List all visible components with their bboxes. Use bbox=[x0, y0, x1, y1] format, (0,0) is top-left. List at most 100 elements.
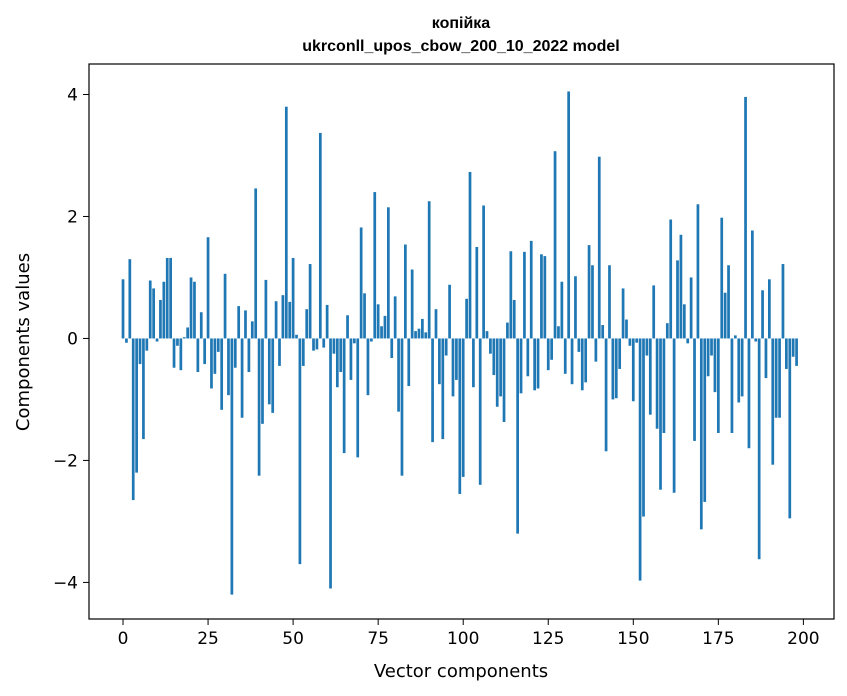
bar-43 bbox=[267, 338, 271, 405]
bar-20 bbox=[189, 277, 193, 339]
bar-53 bbox=[301, 338, 305, 366]
x-axis-label: Vector components bbox=[374, 661, 548, 682]
bar-132 bbox=[570, 338, 574, 385]
x-tick-label: 0 bbox=[118, 629, 129, 649]
bar-193 bbox=[778, 338, 781, 418]
bar-108 bbox=[489, 338, 492, 354]
bar-51 bbox=[295, 334, 298, 339]
bar-68 bbox=[352, 338, 356, 344]
bar-110 bbox=[495, 338, 499, 407]
bar-98 bbox=[455, 338, 458, 380]
bar-106 bbox=[482, 205, 485, 339]
bar-9 bbox=[152, 288, 155, 339]
bar-27 bbox=[213, 338, 217, 374]
bar-75 bbox=[376, 304, 380, 339]
bar-128 bbox=[557, 326, 560, 339]
bar-115 bbox=[512, 300, 516, 339]
bar-114 bbox=[509, 251, 513, 339]
bar-103 bbox=[472, 338, 475, 388]
bar-163 bbox=[676, 260, 679, 339]
bar-44 bbox=[271, 338, 275, 413]
bar-190 bbox=[768, 279, 771, 339]
bar-111 bbox=[499, 338, 502, 397]
bar-165 bbox=[682, 304, 686, 339]
bar-166 bbox=[686, 338, 690, 344]
x-tick-label: 50 bbox=[282, 629, 304, 649]
bar-157 bbox=[655, 338, 659, 429]
bar-116 bbox=[516, 338, 519, 534]
bar-146 bbox=[618, 338, 622, 369]
y-tick-label: −4 bbox=[53, 573, 78, 593]
x-axis-ticks: 0 25 50 75 100 125 150 175 200 bbox=[118, 619, 820, 649]
bar-16 bbox=[176, 338, 179, 346]
bar-147 bbox=[621, 288, 625, 339]
bar-83 bbox=[404, 244, 407, 339]
bar-86 bbox=[414, 331, 417, 339]
bar-167 bbox=[689, 277, 693, 339]
bar-37 bbox=[247, 338, 251, 372]
bar-123 bbox=[540, 254, 543, 339]
bar-127 bbox=[553, 151, 557, 339]
bar-30 bbox=[223, 273, 227, 339]
bar-23 bbox=[199, 312, 203, 339]
bar-36 bbox=[244, 310, 247, 339]
bar-131 bbox=[567, 91, 571, 339]
bar-93 bbox=[438, 338, 441, 385]
bar-126 bbox=[550, 338, 554, 360]
bar-181 bbox=[737, 338, 741, 403]
bar-31 bbox=[227, 338, 230, 396]
bar-78 bbox=[387, 207, 390, 339]
bar-62 bbox=[332, 338, 336, 354]
bar-35 bbox=[240, 338, 244, 418]
bar-13 bbox=[165, 257, 169, 339]
bar-195 bbox=[785, 338, 788, 369]
bar-61 bbox=[329, 338, 332, 589]
bar-87 bbox=[417, 328, 421, 339]
chart-title: копійка bbox=[432, 15, 491, 32]
bar-85 bbox=[410, 269, 414, 339]
bar-4 bbox=[135, 338, 138, 473]
bar-117 bbox=[519, 338, 523, 394]
bar-174 bbox=[713, 338, 717, 393]
bar-82 bbox=[400, 338, 404, 476]
bar-71 bbox=[363, 293, 366, 339]
bar-180 bbox=[733, 335, 737, 339]
bar-22 bbox=[196, 338, 200, 372]
bar-189 bbox=[764, 338, 768, 379]
x-tick-label: 125 bbox=[532, 629, 564, 649]
bar-187 bbox=[757, 338, 761, 560]
bar-192 bbox=[774, 338, 778, 418]
bar-0 bbox=[121, 279, 125, 339]
bar-84 bbox=[407, 338, 411, 387]
bar-12 bbox=[162, 281, 166, 339]
bar-130 bbox=[563, 338, 567, 374]
bar-1 bbox=[125, 338, 128, 343]
bar-19 bbox=[186, 327, 190, 339]
bar-151 bbox=[635, 338, 639, 343]
bar-184 bbox=[747, 338, 751, 449]
bar-70 bbox=[359, 227, 363, 339]
bar-7 bbox=[145, 338, 149, 351]
bar-77 bbox=[383, 315, 387, 339]
bar-41 bbox=[261, 338, 264, 424]
bar-112 bbox=[502, 338, 506, 422]
bar-159 bbox=[662, 338, 666, 433]
bar-154 bbox=[645, 338, 649, 356]
bar-72 bbox=[366, 338, 370, 396]
bar-162 bbox=[672, 338, 676, 493]
bar-15 bbox=[172, 338, 176, 368]
bar-88 bbox=[421, 318, 424, 339]
bar-175 bbox=[716, 338, 720, 433]
y-tick-label: 0 bbox=[67, 329, 78, 349]
bar-144 bbox=[611, 338, 615, 400]
x-tick-label: 25 bbox=[197, 629, 219, 649]
bar-24 bbox=[203, 338, 207, 365]
bar-176 bbox=[720, 217, 724, 339]
bar-100 bbox=[461, 338, 465, 477]
bar-18 bbox=[182, 337, 186, 339]
bar-39 bbox=[254, 188, 258, 339]
bar-2 bbox=[128, 259, 132, 339]
bar-54 bbox=[305, 309, 309, 339]
y-axis-label: Components values bbox=[13, 253, 34, 431]
bar-182 bbox=[740, 338, 744, 397]
